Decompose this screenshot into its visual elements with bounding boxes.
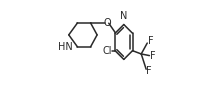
Text: F: F xyxy=(146,66,152,76)
Text: Cl: Cl xyxy=(102,46,112,56)
Text: F: F xyxy=(148,36,153,46)
Text: HN: HN xyxy=(58,42,73,52)
Text: N: N xyxy=(120,11,127,21)
Text: F: F xyxy=(150,51,156,61)
Text: O: O xyxy=(103,18,111,28)
